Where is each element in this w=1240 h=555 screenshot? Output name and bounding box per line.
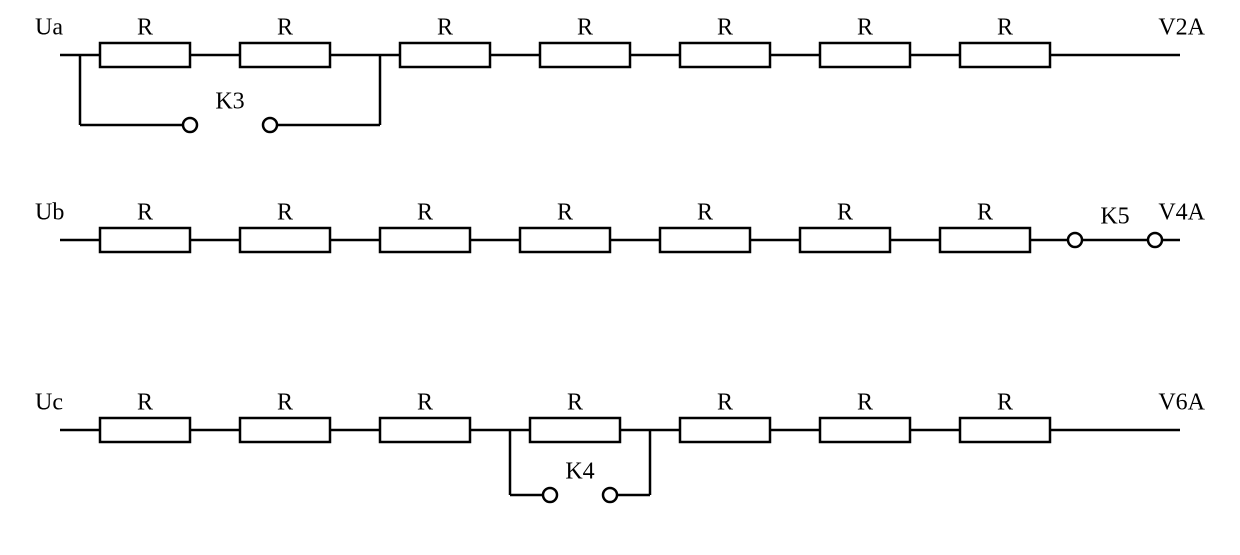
resistor — [680, 43, 770, 67]
resistor — [940, 228, 1030, 252]
terminal-label-right: V4A — [1158, 200, 1205, 226]
terminal-label-left: Uc — [35, 390, 63, 416]
resistor-label: R — [277, 390, 293, 416]
resistor-label: R — [277, 200, 293, 226]
resistor — [960, 418, 1050, 442]
terminal-label-left: Ua — [35, 15, 63, 41]
resistor — [820, 418, 910, 442]
resistor — [400, 43, 490, 67]
resistor — [800, 228, 890, 252]
resistor-label: R — [277, 15, 293, 41]
resistor — [960, 43, 1050, 67]
resistor — [240, 228, 330, 252]
switch-terminal — [543, 488, 557, 502]
circuit-diagram: Ua V2A R R R R R R R K3 Ub V4A R R R R R R R K5 Uc V6A R R R R R R R… — [0, 0, 1240, 555]
resistor-label: R — [997, 390, 1013, 416]
switch-label: K3 — [215, 89, 244, 115]
resistor — [380, 418, 470, 442]
resistor-label: R — [997, 15, 1013, 41]
resistor-label: R — [137, 390, 153, 416]
terminal-label-left: Ub — [35, 200, 64, 226]
switch-terminal — [263, 118, 277, 132]
resistor-label: R — [857, 390, 873, 416]
resistor — [520, 228, 610, 252]
resistor-label: R — [137, 200, 153, 226]
resistor — [660, 228, 750, 252]
resistor-label: R — [857, 15, 873, 41]
switch-terminal — [1068, 233, 1082, 247]
resistor — [680, 418, 770, 442]
row-a: Ua V2A R R R R R R R K3 — [35, 15, 1206, 133]
resistor-label: R — [577, 15, 593, 41]
switch-terminal — [1148, 233, 1162, 247]
switch-terminal — [183, 118, 197, 132]
resistor-label: R — [557, 200, 573, 226]
resistor-label: R — [417, 200, 433, 226]
resistor-label: R — [717, 15, 733, 41]
resistor-label: R — [837, 200, 853, 226]
resistor-label: R — [567, 390, 583, 416]
resistor-label: R — [977, 200, 993, 226]
row-b: Ub V4A R R R R R R R K5 — [35, 200, 1206, 253]
resistor-label: R — [437, 15, 453, 41]
terminal-label-right: V6A — [1158, 390, 1205, 416]
resistor — [240, 43, 330, 67]
resistor — [380, 228, 470, 252]
resistor — [530, 418, 620, 442]
resistor — [100, 418, 190, 442]
resistor — [100, 43, 190, 67]
terminal-label-right: V2A — [1158, 15, 1205, 41]
resistor-label: R — [697, 200, 713, 226]
resistor-label: R — [717, 390, 733, 416]
switch-terminal — [603, 488, 617, 502]
resistor-label: R — [137, 15, 153, 41]
resistor — [540, 43, 630, 67]
resistor — [100, 228, 190, 252]
resistor — [820, 43, 910, 67]
row-c: Uc V6A R R R R R R R K4 — [35, 390, 1206, 503]
switch-label: K5 — [1100, 204, 1129, 230]
resistor-label: R — [417, 390, 433, 416]
resistor — [240, 418, 330, 442]
switch-label: K4 — [565, 459, 594, 485]
